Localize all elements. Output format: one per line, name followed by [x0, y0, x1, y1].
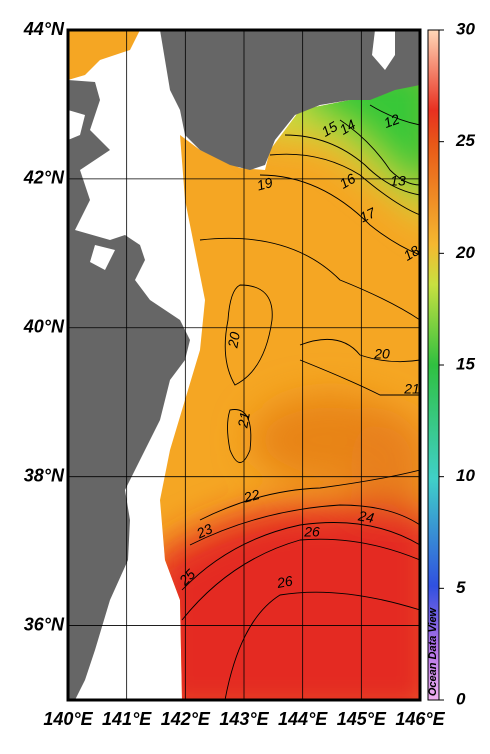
lat-tick-label: 36°N: [24, 614, 65, 634]
colorbar-tick-label: 15: [456, 354, 475, 373]
map-body: [68, 30, 420, 700]
contour-label: 20: [224, 331, 243, 350]
lat-tick-label: 40°N: [23, 317, 65, 337]
contour-label: 14: [337, 116, 359, 138]
lon-tick-label: 144°E: [278, 709, 328, 729]
lon-tick-label: 143°E: [219, 709, 269, 729]
contour-label: 20: [373, 346, 390, 362]
contour-label: 21: [234, 411, 253, 430]
lat-tick-label: 38°N: [24, 465, 65, 485]
colorbar-tick-label: 20: [455, 243, 475, 262]
colorbar-tick-label: 30: [456, 19, 475, 38]
lon-tick-label: 140°E: [43, 709, 93, 729]
colorbar-tick-label: 5: [456, 578, 466, 597]
lon-tick-label: 142°E: [161, 709, 211, 729]
contour-label: 12: [382, 111, 402, 131]
contour-label: 22: [241, 486, 261, 506]
contour-label: 21: [403, 381, 420, 397]
credit: Ocean Data View: [427, 606, 439, 696]
contour-label: 23: [193, 520, 215, 542]
lon-tick-label: 146°E: [395, 709, 445, 729]
contour-label: 26: [275, 572, 294, 591]
colorbar-tick-label: 0: [456, 689, 466, 708]
colorbar: [427, 29, 440, 701]
contour-label: 13: [390, 173, 406, 189]
colorbar-tick-label: 10: [456, 466, 475, 485]
lon-tick-label: 145°E: [337, 709, 387, 729]
contour-label: 26: [303, 524, 320, 540]
contour-label: 15: [319, 118, 341, 140]
contour-label: 24: [356, 507, 375, 526]
lat-tick-label: 44°N: [23, 19, 65, 39]
colorbar-tick-label: 25: [455, 131, 475, 150]
lon-tick-label: 141°E: [102, 709, 152, 729]
map-frame: [66, 28, 422, 702]
contour-label: 16: [337, 170, 359, 192]
contour-label: 19: [255, 174, 274, 194]
contour-label: 18: [401, 242, 423, 264]
lat-tick-label: 42°N: [23, 168, 65, 188]
